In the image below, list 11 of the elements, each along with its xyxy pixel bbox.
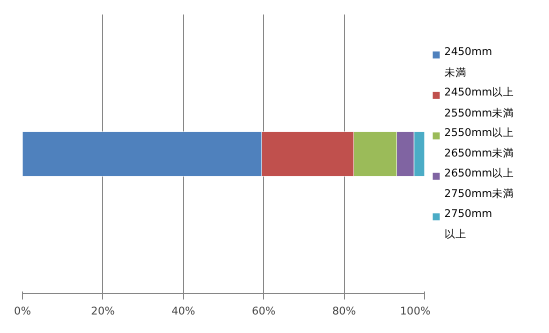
legend-label: 2750mm 以上 bbox=[444, 206, 492, 241]
legend-label: 2450mm 未満 bbox=[444, 45, 492, 79]
x-tick-label: 60% bbox=[252, 304, 276, 318]
legend-label: 2650mm以上 2750mm未満 bbox=[444, 166, 514, 200]
x-tick-label: 0% bbox=[14, 304, 31, 318]
x-tick-label: 100% bbox=[400, 304, 431, 318]
legend-label: 2550mm以上 2650mm未満 bbox=[444, 126, 514, 160]
legend-label: 2450mm以上 2550mm未満 bbox=[444, 85, 514, 120]
x-tick-label: 20% bbox=[91, 304, 115, 318]
x-tick-label: 80% bbox=[332, 304, 356, 318]
x-tick-label: 40% bbox=[171, 304, 196, 318]
